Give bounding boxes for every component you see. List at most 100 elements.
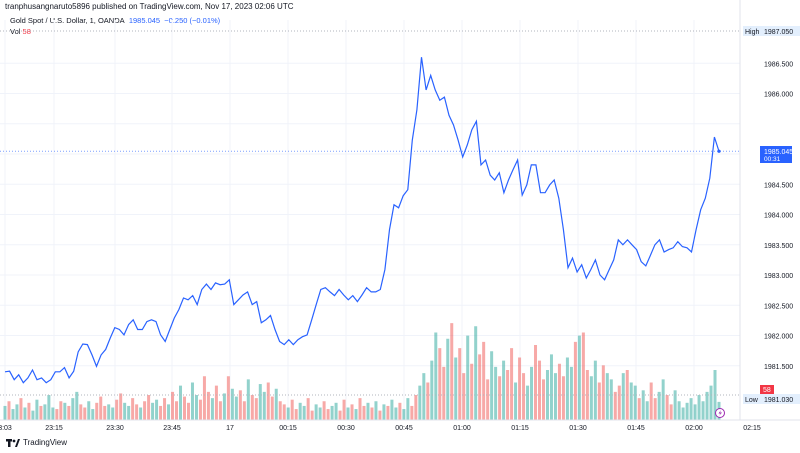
- volume-bar: [470, 363, 474, 420]
- volume-bar: [645, 401, 649, 420]
- volume-bar: [270, 396, 274, 420]
- volume-bar: [633, 385, 637, 420]
- volume-bar: [398, 402, 402, 420]
- volume-bar: [250, 395, 254, 420]
- volume-bar: [370, 407, 374, 420]
- volume-bar: [83, 407, 87, 420]
- price-line: [4, 57, 720, 384]
- last-price-badge: [760, 146, 792, 163]
- volume-bar: [163, 398, 167, 420]
- volume-bar: [482, 341, 486, 420]
- volume-bar: [545, 370, 549, 420]
- volume-bar: [91, 409, 95, 420]
- volume-bar: [63, 402, 67, 420]
- volume-bar: [127, 405, 131, 420]
- volume-bar: [99, 396, 103, 420]
- time-tick-label: 01:15: [511, 425, 529, 432]
- volume-bar: [262, 391, 266, 420]
- high-label: High: [745, 29, 760, 36]
- volume-bar: [342, 399, 346, 420]
- volume-bar: [23, 407, 27, 420]
- volume-bar: [338, 410, 342, 420]
- tradingview-logo[interactable]: TradingView: [6, 438, 67, 447]
- vol-value: 58: [22, 27, 31, 36]
- volume-bar: [522, 373, 526, 420]
- volume-bar: [143, 401, 147, 420]
- volume-bar: [87, 401, 91, 420]
- volume-bar: [466, 335, 470, 420]
- volume-bar: [450, 323, 454, 420]
- volume-bar: [346, 407, 350, 420]
- volume-bar: [378, 410, 382, 420]
- volume-bar: [119, 393, 123, 420]
- volume-bar: [214, 385, 218, 420]
- volume-bar: [661, 379, 665, 420]
- volume-bar: [155, 399, 159, 420]
- low-label: Low: [745, 397, 759, 404]
- time-tick-label: 00:45: [395, 425, 413, 432]
- volume-bar: [179, 385, 183, 420]
- volume-bar: [310, 410, 314, 420]
- volume-bar: [442, 366, 446, 420]
- volume-bar: [649, 382, 653, 420]
- volume-bar: [526, 385, 530, 420]
- volume-bar: [438, 348, 442, 420]
- last-price: 1985.045: [128, 16, 161, 25]
- volume-bar: [677, 401, 681, 420]
- volume-bar: [151, 402, 155, 420]
- last-price-dot: [717, 149, 721, 153]
- price-tick-label: 1982.500: [764, 303, 793, 310]
- volume-bar: [182, 396, 186, 420]
- volume-bar: [43, 404, 47, 420]
- volume-bar: [689, 398, 693, 420]
- volume-bar: [27, 402, 31, 420]
- volume-bar: [334, 402, 338, 420]
- price-tick-label: 1984.500: [764, 182, 793, 189]
- volume-bar: [258, 384, 262, 420]
- volume-bar: [418, 385, 422, 420]
- volume-bar: [222, 393, 226, 420]
- volume-bar: [147, 395, 151, 420]
- volume-bar: [318, 407, 322, 420]
- volume-bar: [71, 398, 75, 420]
- volume-bar: [406, 398, 410, 420]
- volume-bar: [386, 405, 390, 420]
- volume-bar: [462, 373, 466, 420]
- volume-bar: [538, 360, 542, 420]
- volume-bar: [713, 370, 717, 420]
- volume-bar: [454, 357, 458, 420]
- volume-bar: [613, 391, 617, 420]
- price-tick-label: 1984.000: [764, 213, 793, 220]
- symbol-name[interactable]: Gold Spot / U.S. Dollar, 1, OANDA: [10, 16, 125, 25]
- volume-bar: [414, 395, 418, 420]
- volume-bar: [581, 332, 585, 420]
- volume-bar: [518, 357, 522, 420]
- volume-bar: [282, 404, 286, 420]
- volume-bar: [565, 357, 569, 420]
- time-tick-label: 00:15: [279, 425, 297, 432]
- countdown: 00:31: [764, 156, 781, 163]
- volume-bar: [103, 405, 107, 420]
- volume-bar: [641, 390, 645, 420]
- volume-bar: [135, 404, 139, 420]
- low-value-bg: [761, 394, 800, 404]
- price-tick-label: 1982.000: [764, 334, 793, 341]
- volume-bar: [382, 404, 386, 420]
- volume-bar: [553, 373, 557, 420]
- volume-bar: [681, 407, 685, 420]
- volume-bar: [159, 405, 163, 420]
- volume-bar: [374, 401, 378, 420]
- volume-bar: [705, 391, 709, 420]
- high-value-bg: [761, 26, 800, 36]
- publisher-caption: tranphusangnaruto5896 published on Tradi…: [5, 2, 294, 11]
- volume-bar: [131, 398, 135, 420]
- volume-bar: [697, 395, 701, 420]
- time-tick-label: 23:15: [45, 425, 63, 432]
- volume-bar: [35, 399, 39, 420]
- volume-bar: [514, 382, 518, 420]
- volume-bar: [709, 385, 713, 420]
- volume-bar: [701, 401, 705, 420]
- volume-bar: [51, 407, 55, 420]
- volume-bar: [322, 401, 326, 420]
